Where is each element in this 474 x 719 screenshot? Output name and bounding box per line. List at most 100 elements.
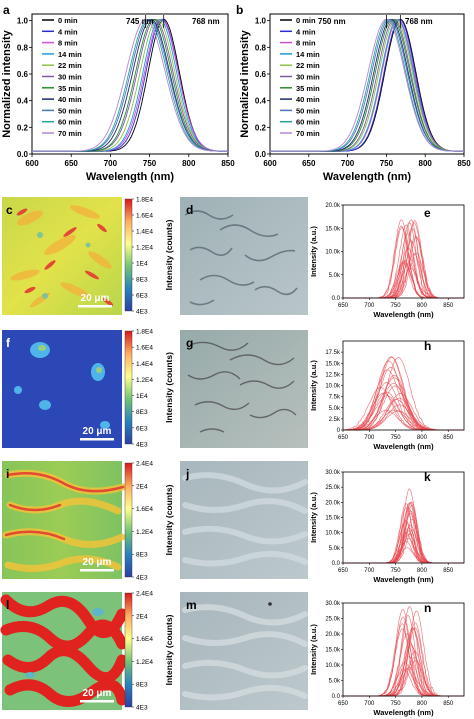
colorbar-tick-label: 2.4E4 [136,461,153,468]
spectra-panel-k: 650 700 750 800 850 0.0 5.0k 10.0k 15.0k 20.0k 25.… [309,470,465,584]
y-tick-label: 10.0k [325,250,341,256]
panel-letter-g: g [186,336,193,350]
annotation: 745 nm [126,17,154,26]
y-tick-label: 7.5k [329,395,341,401]
panel-letter-b: b [236,3,243,17]
x-tick-label: 600 [263,159,277,168]
colorbar-tick-label: 6E3 [136,293,148,300]
scalebar-label-f: 20 μm [83,426,112,437]
colorbar-gradient [124,198,133,312]
x-tick-label: 800 [417,303,428,309]
colorbar-tick-label: 4E3 [136,442,148,449]
colorbar-tick-label: 4E3 [136,575,148,582]
colorbar-tick-label: 8E3 [136,409,148,416]
legend-label: 60 min [296,118,320,127]
microscope-image-d [180,197,308,315]
colorbar-tick-label: 1.4E4 [136,361,153,368]
legend-label: 40 min [296,95,320,104]
y-axis-label: Normalized intensity [239,29,251,137]
annotation: 768 nm [405,17,433,26]
legend-label: 30 min [296,73,320,82]
legend-label: 4 min [296,27,316,36]
colorbar-tick-label: 1.6E4 [136,636,153,643]
x-tick-label: 750 [143,159,157,168]
legend-label: 70 min [296,129,320,138]
x-tick-label: 850 [221,159,235,168]
spectrum-line [343,614,464,697]
colorbar-tick-label: 1E4 [136,393,148,400]
spectrum-line [343,627,464,697]
y-tick-label: 0.6 [17,70,29,79]
y-tick-label: 20.0k [325,203,341,209]
y-tick-label: 20.0k [325,632,341,638]
panel-letter-e: e [424,206,431,220]
legend-label: 50 min [296,106,320,115]
x-axis-label: Wavelength (nm) [86,171,175,183]
microscope-image-j [180,461,308,579]
y-tick-label: 12.5k [325,372,341,378]
x-tick-label: 650 [338,568,349,574]
panel-letter-n: n [424,601,431,615]
legend-label: 14 min [296,50,320,59]
x-tick-label: 850 [443,568,454,574]
y-tick-label: 0.8 [255,43,267,52]
y-tick-label: 30.0k [325,470,341,476]
colorbar-gradient [124,592,133,708]
panel-letter-k: k [424,470,431,484]
spectrum-line [343,633,464,697]
colorbar-tick-label: 8E3 [136,552,148,559]
legend-label: 30 min [58,73,82,82]
colorbar-l: 2.4E4 2E4 1.6E4 1.2E4 8E3 4E3 Intensity (count… [124,591,174,712]
spectra-panel-n: 650 700 750 800 850 0.0 5.0k 10.0k 15.0k 20.0k 25.… [309,601,465,717]
y-tick-label: 10.0k [325,663,341,669]
x-tick-label: 850 [443,701,454,707]
colorbar-gradient [124,330,133,445]
y-tick-label: 25.0k [325,485,341,491]
y-tick-label: 0.0 [17,150,29,159]
heatmap-panel-f [2,330,122,448]
y-tick-label: 5.0k [329,546,341,552]
y-tick-label: 0.6 [255,70,267,79]
colorbar-tick-label: 1.2E4 [136,245,153,252]
colorbar-title: Intensity (counts) [164,352,174,423]
panel-a: 600 650 700 750 800 850 0.0 0.2 0.4 0.6 0.8 1.0 Wave… [1,13,235,183]
y-tick-label: 30.0k [325,601,341,607]
y-tick-label: 0.8 [17,43,29,52]
colorbar-i: 2.4E4 2E4 1.6E4 1.2E4 8E3 4E3 Intensity (count… [124,461,174,582]
legend-label: 8 min [296,39,316,48]
x-tick-label: 800 [417,568,428,574]
heatmap-panel-l [0,592,128,710]
scalebar-label-i: 20 μm [83,557,112,568]
spectrum-line [343,610,464,697]
y-tick-label: 15.0k [325,648,341,654]
y-tick-label: 20.0k [325,500,341,506]
legend-label: 22 min [296,61,320,70]
spectra-panel-h: 650 700 750 800 850 0 2.5k 5.0k 7.5k 10.0k 12.5k 15… [309,340,465,451]
x-axis-label: Wavelength (nm) [373,708,434,717]
y-tick-label: 25.0k [325,617,341,623]
legend-label: 50 min [58,106,82,115]
colorbar-f: 1.8E4 1.6E4 1.4E4 1.2E4 1E4 8E3 6E3 4E3 Intensit… [124,329,174,449]
colorbar-tick-label: 2E4 [136,613,148,620]
panel-letter-c: c [6,203,13,217]
panel-letter-h: h [424,339,431,353]
x-tick-label: 850 [443,303,454,309]
y-tick-label: 0.0 [332,561,341,567]
panel-b: 600 650 700 750 800 850 0.0 0.2 0.4 0.6 0.8 1.0 Wave… [239,13,471,183]
y-tick-label: 0.4 [255,97,267,106]
spectrum-line [343,627,464,697]
panel-letter-l: l [6,598,9,612]
panel-letter-i: i [6,467,9,481]
y-tick-label: 0.0 [332,694,341,700]
panel-letters: a b c d e f g h i j k l m n [3,3,431,615]
series-line [270,18,464,152]
scalebar-label-c: 20 μm [81,293,110,304]
legend-label: 70 min [58,129,82,138]
scalebar-label-l: 20 μm [83,688,112,699]
y-tick-label: 17.5k [325,350,341,356]
colorbar-tick-label: 1E4 [136,261,148,268]
x-axis-label: Wavelength (nm) [323,171,412,183]
colorbar-tick-label: 8E3 [136,682,148,689]
plot-frame [31,13,229,155]
